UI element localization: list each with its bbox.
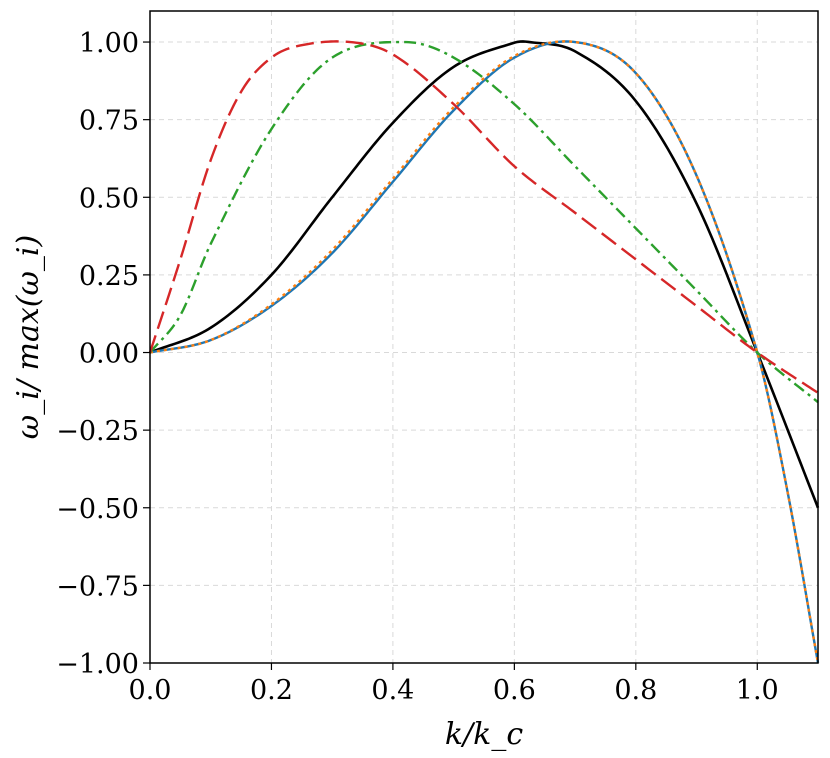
y-tick-label: −0.50 xyxy=(56,494,139,525)
x-tick-label: 0.4 xyxy=(371,675,414,706)
y-tick-label: −0.75 xyxy=(56,571,139,602)
series-line-2 xyxy=(149,40,820,664)
series-line-4 xyxy=(148,40,819,394)
plot-frame xyxy=(149,10,819,664)
ticks: 0.0 0.2 0.4 0.6 0.8 1.0 −1.00 −0.75 −0.50 −0.25 0.… xyxy=(56,28,778,706)
grid xyxy=(149,11,818,664)
x-tick-label: 0.8 xyxy=(614,675,657,706)
series-line-0 xyxy=(149,40,820,509)
x-axis-label: k/k_c xyxy=(445,717,523,752)
series-line-3 xyxy=(149,40,819,404)
y-tick-label: −0.25 xyxy=(56,416,139,447)
x-tick-label: 0.0 xyxy=(129,675,172,706)
y-tick-label: −1.00 xyxy=(56,649,139,680)
y-tick-label: 1.00 xyxy=(79,28,139,59)
y-tick-label: 0.75 xyxy=(79,106,139,137)
x-tick-label: 0.2 xyxy=(250,675,293,706)
x-tick-label: 0.6 xyxy=(493,675,536,706)
x-tick-label: 1.0 xyxy=(736,675,779,706)
y-axis-label: ω_i/ max(ω_i) xyxy=(11,235,46,439)
y-tick-label: 0.50 xyxy=(79,183,139,214)
series-layer xyxy=(148,40,820,664)
y-tick-label: 0.00 xyxy=(79,339,139,370)
y-tick-label: 0.25 xyxy=(79,261,139,292)
